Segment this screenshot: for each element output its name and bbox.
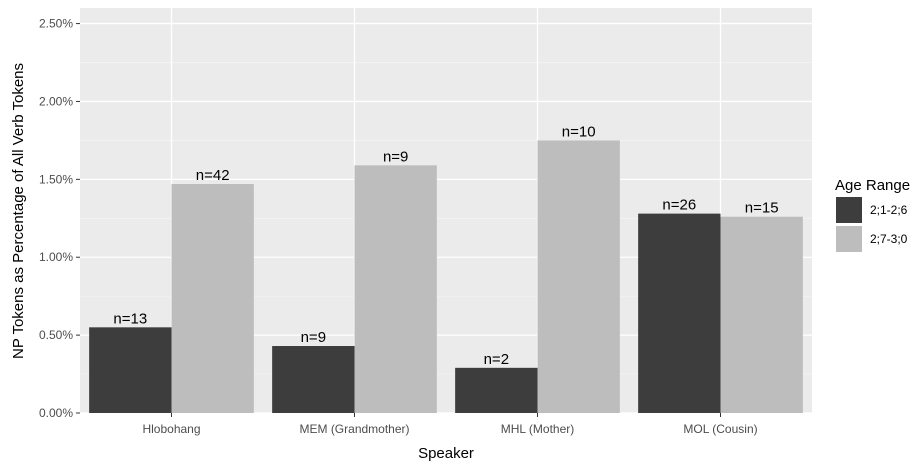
legend-items: 2;1-2;6 2;7-3;0 [836,197,908,252]
y-tick-label: 1.00% [39,250,73,264]
y-tick-label: 0.50% [39,328,73,342]
bar [354,165,437,413]
legend-swatch [836,226,862,252]
x-tick-label: Hlobohang [142,422,200,436]
data-label: n=10 [562,123,596,140]
bar [455,367,538,413]
data-label: n=2 [484,351,509,368]
bar [638,213,721,413]
x-tick-label: MHL (Mother) [501,422,575,436]
x-axis-title: Speaker [418,445,474,462]
legend-label: 2;7-3;0 [870,232,908,246]
bar [272,346,355,413]
x-tick-label: MEM (Grandmother) [299,422,409,436]
y-tick-label: 2.00% [39,94,73,108]
data-label: n=15 [745,200,779,217]
bar [89,327,172,413]
data-label: n=26 [662,197,696,214]
bars [89,140,803,413]
y-tick-label: 2.50% [39,17,73,31]
y-tick-label: 0.00% [39,406,73,420]
data-label: n=9 [301,329,326,346]
legend-label: 2;1-2;6 [870,203,908,217]
axes: 0.00% 0.50% 1.00% 1.50% 2.00% 2.50% Hlobohang M… [39,17,758,436]
data-label: n=42 [196,167,230,184]
legend-title: Age Range [835,177,910,194]
x-tick-label: MOL (Cousin) [683,422,757,436]
bar [171,184,254,413]
y-tick-label: 1.50% [39,172,73,186]
data-label: n=9 [383,148,408,165]
bar [537,140,620,413]
data-labels: n=13 n=42 n=9 n=9 n=2 n=10 n=26 n=15 [113,123,778,367]
bar [720,216,803,413]
legend-swatch [836,197,862,223]
y-axis-title: NP Tokens as Percentage of All Verb Toke… [10,63,27,359]
legend: Age Range 2;1-2;6 2;7-3;0 [835,177,910,252]
data-label: n=13 [113,310,147,327]
